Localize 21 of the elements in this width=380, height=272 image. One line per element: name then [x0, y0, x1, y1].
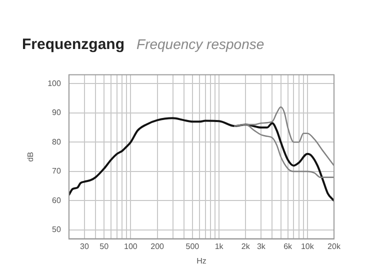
y-axis-title: dB	[26, 152, 36, 162]
x-tick-label: 500	[186, 242, 200, 251]
x-tick-label: 50	[100, 242, 110, 251]
y-tick-label: 70	[52, 166, 62, 176]
x-tick-label: 3k	[256, 242, 266, 251]
y-tick-label: 80	[52, 137, 62, 146]
x-axis-title: Hz	[196, 256, 206, 266]
x-tick-label: 100	[124, 242, 138, 251]
x-tick-label: 6k	[284, 242, 294, 251]
x-tick-label: 2k	[241, 242, 251, 251]
x-tick-label: 200	[150, 242, 165, 251]
x-tick-label: 30	[80, 242, 90, 251]
y-tick-label: 50	[52, 225, 62, 234]
y-tick-label: 90	[52, 108, 62, 118]
y-tick-label: 60	[52, 196, 62, 205]
x-tick-label: 1k	[214, 242, 224, 251]
chart-subtitle: Frequency response	[136, 36, 264, 52]
x-tick-label: 20k	[328, 242, 342, 251]
y-tick-label: 100	[48, 78, 62, 88]
x-tick-label: 10k	[300, 242, 315, 251]
chart-title: Frequenzgang	[22, 36, 125, 53]
